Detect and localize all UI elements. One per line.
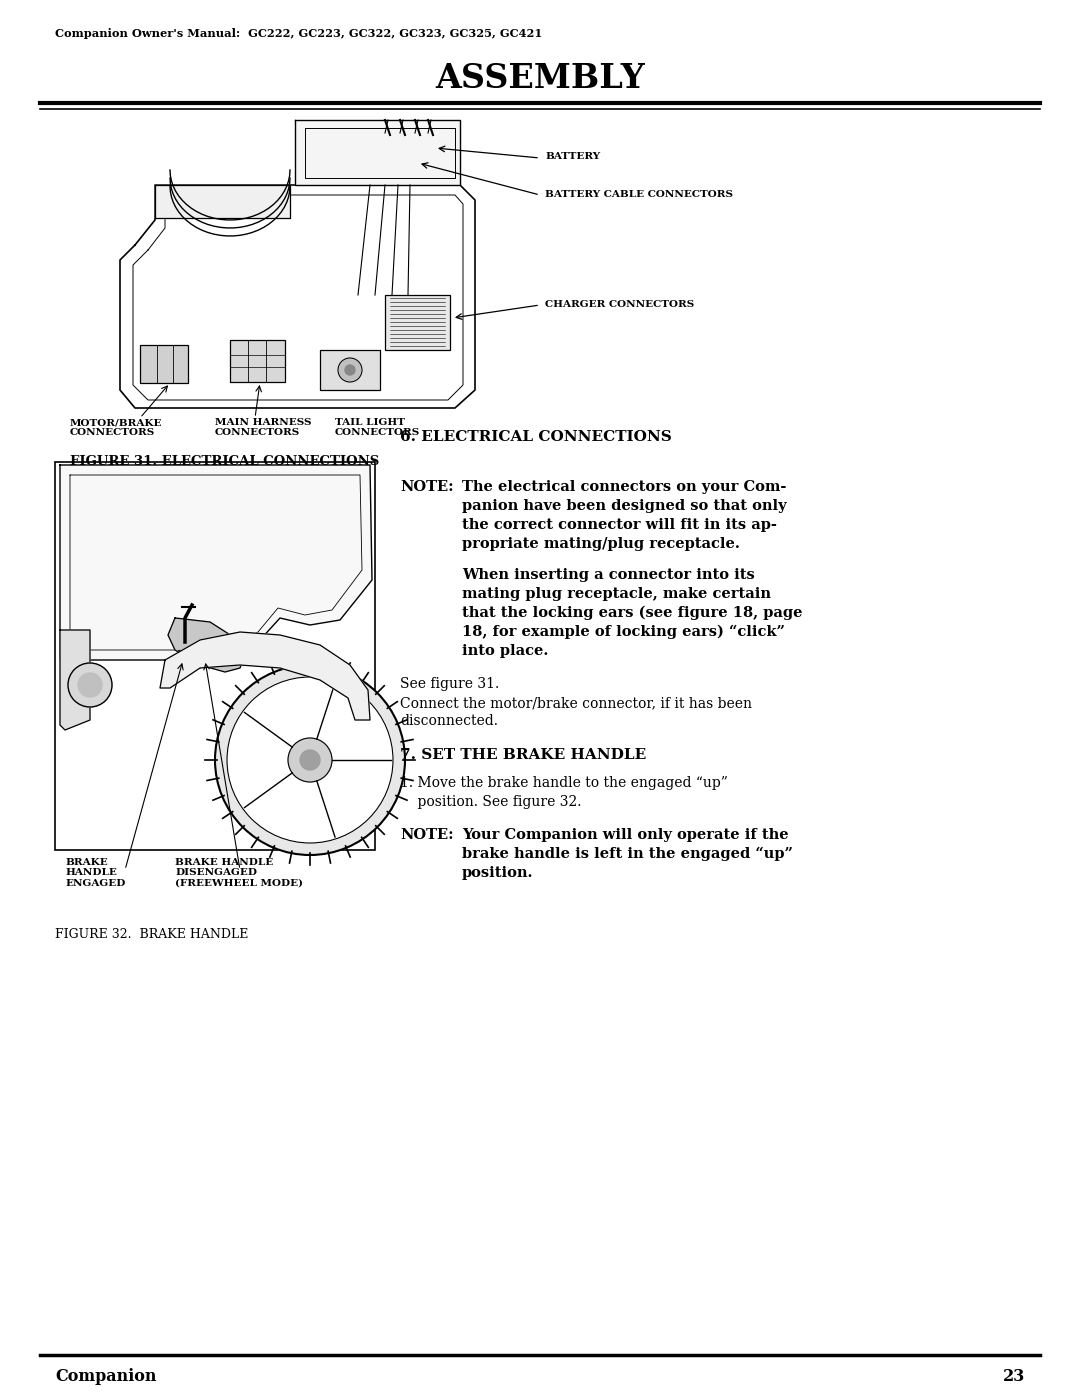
Circle shape [288, 738, 332, 782]
Text: FIGURE 31. ELECTRICAL CONNECTIONS: FIGURE 31. ELECTRICAL CONNECTIONS [70, 455, 379, 468]
Polygon shape [295, 120, 460, 184]
Polygon shape [60, 465, 372, 659]
Polygon shape [60, 630, 90, 731]
Bar [384, 295, 450, 351]
Text: panion have been designed so that only: panion have been designed so that only [462, 499, 786, 513]
Bar [120, 117, 480, 405]
Text: BRAKE HANDLE
DISENGAGED
(FREEWHEEL MODE): BRAKE HANDLE DISENGAGED (FREEWHEEL MODE) [175, 858, 303, 888]
Text: 1. Move the brake handle to the engaged “up”: 1. Move the brake handle to the engaged … [400, 775, 728, 789]
Text: 18, for example of locking ears) “click”: 18, for example of locking ears) “click” [462, 624, 785, 640]
Circle shape [68, 664, 112, 707]
Text: propriate mating/plug receptacle.: propriate mating/plug receptacle. [462, 536, 740, 550]
Text: 7. SET THE BRAKE HANDLE: 7. SET THE BRAKE HANDLE [400, 747, 646, 761]
Text: the correct connector will fit in its ap-: the correct connector will fit in its ap… [462, 518, 777, 532]
Text: The electrical connectors on your Com-: The electrical connectors on your Com- [462, 481, 786, 495]
Text: MOTOR/BRAKE
CONNECTORS: MOTOR/BRAKE CONNECTORS [70, 418, 162, 437]
Circle shape [78, 673, 102, 697]
Polygon shape [156, 184, 291, 218]
Text: NOTE:: NOTE: [400, 828, 454, 842]
Text: Companion Owner's Manual:  GC222, GC223, GC322, GC323, GC325, GC421: Companion Owner's Manual: GC222, GC223, … [55, 28, 542, 39]
Circle shape [215, 665, 405, 855]
Bar [230, 339, 285, 381]
Text: ASSEMBLY: ASSEMBLY [435, 61, 645, 95]
Circle shape [345, 365, 355, 374]
Bar [178, 650, 200, 668]
Text: position.: position. [462, 866, 534, 880]
Text: FIGURE 32.  BRAKE HANDLE: FIGURE 32. BRAKE HANDLE [55, 928, 248, 942]
Text: NOTE:: NOTE: [400, 481, 454, 495]
Text: MAIN HARNESS
CONNECTORS: MAIN HARNESS CONNECTORS [215, 418, 311, 437]
Text: brake handle is left in the engaged “up”: brake handle is left in the engaged “up” [462, 847, 793, 862]
Text: mating plug receptacle, make certain: mating plug receptacle, make certain [462, 587, 771, 601]
Polygon shape [168, 617, 245, 672]
Text: BRAKE
HANDLE
ENGAGED: BRAKE HANDLE ENGAGED [65, 858, 125, 888]
Polygon shape [120, 184, 475, 408]
Text: CHARGER CONNECTORS: CHARGER CONNECTORS [545, 300, 694, 309]
Text: Connect the motor/brake connector, if it has been
disconnected.: Connect the motor/brake connector, if it… [400, 696, 752, 728]
Text: Companion: Companion [55, 1368, 157, 1384]
Bar [320, 351, 380, 390]
Text: position. See figure 32.: position. See figure 32. [400, 795, 581, 809]
Text: 23: 23 [1002, 1368, 1025, 1384]
Text: that the locking ears (see figure 18, page: that the locking ears (see figure 18, pa… [462, 606, 802, 620]
Polygon shape [160, 631, 370, 719]
Text: BATTERY CABLE CONNECTORS: BATTERY CABLE CONNECTORS [545, 190, 733, 198]
Bar [55, 462, 375, 849]
Text: Your Companion will only operate if the: Your Companion will only operate if the [462, 828, 788, 842]
Text: BATTERY: BATTERY [545, 152, 600, 161]
Text: into place.: into place. [462, 644, 549, 658]
Text: When inserting a connector into its: When inserting a connector into its [462, 569, 755, 583]
Circle shape [338, 358, 362, 381]
Text: TAIL LIGHT
CONNECTORS: TAIL LIGHT CONNECTORS [335, 418, 420, 437]
Circle shape [300, 750, 320, 770]
Text: See figure 31.: See figure 31. [400, 678, 499, 692]
Bar [140, 345, 188, 383]
Text: 6. ELECTRICAL CONNECTIONS: 6. ELECTRICAL CONNECTIONS [400, 430, 672, 444]
Circle shape [227, 678, 393, 842]
